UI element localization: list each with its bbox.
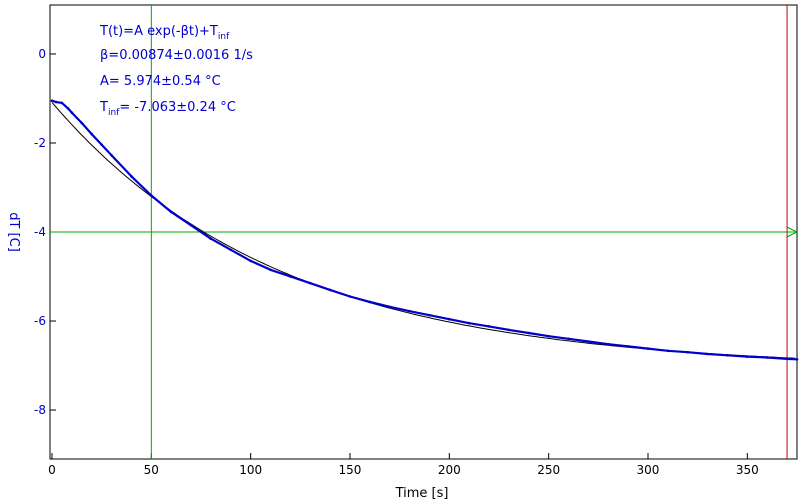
x-tick-label: 50 — [144, 463, 159, 477]
data-point — [726, 354, 729, 357]
formula-main: T(t)=A exp(-βt)+T — [99, 24, 218, 39]
x-axis-ticks: 0 50 100 150 200 250 300 350 — [48, 453, 759, 477]
data-point — [547, 334, 550, 338]
data-point — [706, 352, 709, 356]
data-point — [785, 357, 789, 361]
data-point — [626, 345, 630, 348]
data-point — [328, 288, 332, 292]
data-point — [169, 210, 173, 214]
tinf-text: Tinf= -7.063±0.24 °C — [99, 100, 236, 118]
data-point — [467, 321, 471, 325]
data-point — [54, 100, 58, 104]
data-point — [765, 356, 769, 359]
data-point — [189, 224, 193, 227]
x-tick-label: 100 — [239, 463, 262, 477]
data-point — [388, 305, 392, 309]
data-point — [368, 300, 372, 304]
data-point — [100, 143, 103, 147]
y-axis-title: dT [C] — [6, 212, 21, 252]
data-point — [130, 175, 133, 178]
horizontal-cursor-arrow-icon — [786, 226, 799, 238]
y-tick-label: 0 — [38, 47, 46, 61]
y-tick-label: -8 — [34, 403, 46, 417]
data-point — [249, 259, 252, 263]
fit-curve-group — [51, 102, 796, 359]
data-point — [110, 154, 113, 157]
data-point — [527, 331, 531, 335]
x-tick-label: 200 — [438, 463, 461, 477]
data-point — [80, 121, 84, 125]
data-point — [607, 342, 610, 346]
x-tick-label: 0 — [48, 463, 56, 477]
data-point — [428, 313, 431, 317]
data-point — [150, 194, 153, 197]
data-point — [309, 281, 312, 285]
data-point — [66, 107, 70, 110]
data-point — [567, 337, 570, 341]
data-point — [269, 268, 272, 272]
data-point — [50, 99, 54, 102]
x-tick-label: 350 — [736, 463, 759, 477]
y-tick-label: -2 — [34, 136, 46, 150]
data-point — [60, 101, 64, 105]
amplitude-text: A= 5.974±0.54 °C — [100, 74, 221, 89]
data-series-group — [50, 99, 799, 361]
data-point — [646, 347, 650, 350]
formula-subscript: inf — [218, 32, 230, 42]
cursor-markers[interactable] — [50, 5, 799, 459]
fit-curve — [51, 102, 796, 359]
data-series-line — [51, 99, 798, 361]
data-point — [209, 237, 213, 240]
data-point — [746, 355, 749, 358]
data-point — [507, 328, 511, 332]
y-tick-label: -4 — [34, 225, 46, 239]
formula-text: T(t)=A exp(-βt)+Tinf — [99, 24, 230, 42]
data-point — [348, 295, 352, 298]
tinf-value: = -7.063±0.24 °C — [119, 100, 235, 115]
beta-text: β=0.00874±0.0016 1/s — [100, 48, 253, 63]
x-tick-label: 150 — [339, 463, 362, 477]
data-point — [408, 309, 411, 313]
x-tick-label: 300 — [637, 463, 660, 477]
data-point — [686, 350, 689, 354]
fit-annotation: T(t)=A exp(-βt)+Tinf β=0.00874±0.0016 1/… — [99, 24, 253, 118]
data-point — [666, 349, 670, 353]
x-tick-label: 250 — [537, 463, 560, 477]
data-point — [90, 132, 93, 136]
y-tick-label: -6 — [34, 314, 46, 328]
tinf-subscript: inf — [108, 108, 120, 118]
data-point — [487, 325, 491, 328]
data-point — [289, 275, 292, 278]
data-point — [70, 111, 74, 114]
data-point — [795, 358, 799, 361]
tinf-main: T — [99, 100, 108, 115]
data-point — [587, 340, 590, 343]
data-point — [448, 317, 451, 321]
x-axis-title: Time [s] — [395, 486, 449, 501]
data-point — [229, 248, 233, 252]
